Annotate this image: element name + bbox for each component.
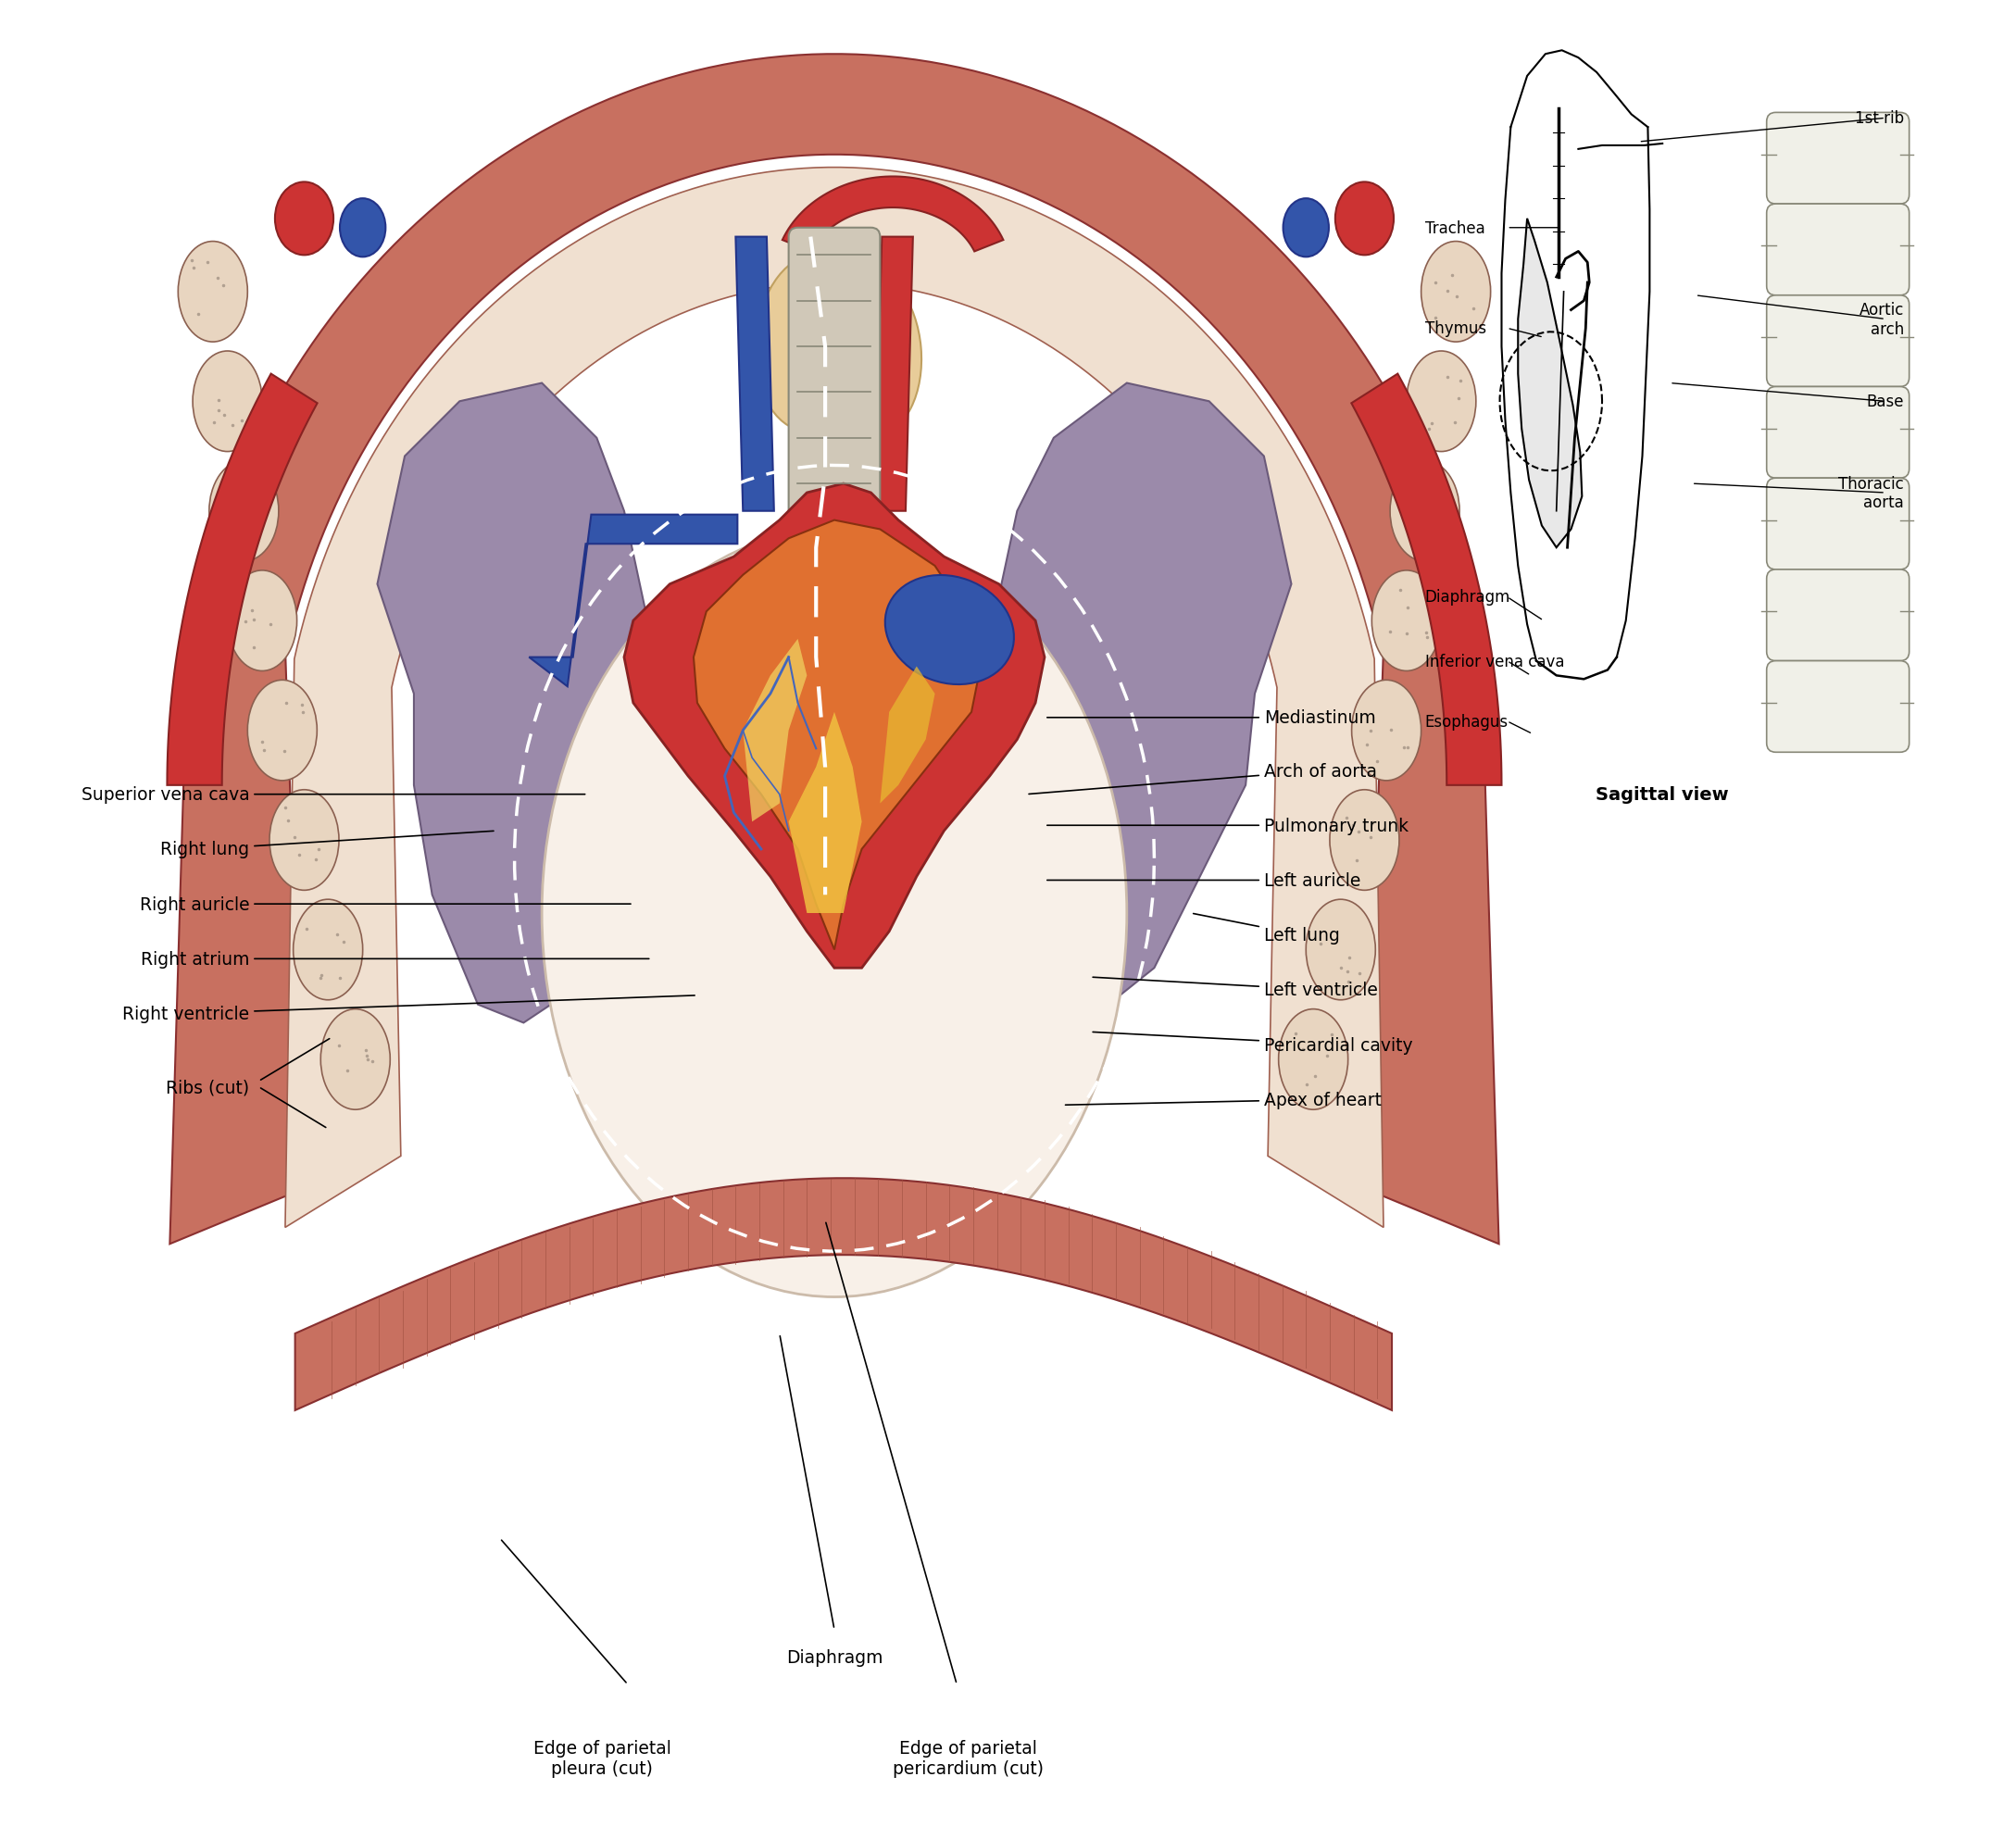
FancyBboxPatch shape — [1766, 661, 1909, 753]
Ellipse shape — [194, 351, 262, 453]
Text: Sagittal view: Sagittal view — [1597, 786, 1730, 804]
Text: Edge of parietal
pericardium (cut): Edge of parietal pericardium (cut) — [893, 1739, 1042, 1778]
Ellipse shape — [1278, 1009, 1349, 1109]
Ellipse shape — [1335, 183, 1393, 256]
Text: Thymus: Thymus — [1425, 320, 1486, 338]
Ellipse shape — [1407, 351, 1476, 453]
Polygon shape — [169, 55, 1498, 1244]
Ellipse shape — [228, 570, 296, 672]
Polygon shape — [972, 384, 1292, 1005]
Text: Right lung: Right lung — [161, 831, 494, 859]
Polygon shape — [625, 484, 1044, 968]
Polygon shape — [881, 667, 935, 804]
Polygon shape — [782, 177, 1004, 252]
Text: Superior vena cava: Superior vena cava — [81, 786, 585, 804]
Text: Thoracic
aorta: Thoracic aorta — [1839, 475, 1903, 512]
Ellipse shape — [274, 183, 333, 256]
FancyBboxPatch shape — [788, 228, 881, 521]
Ellipse shape — [1391, 462, 1460, 563]
FancyBboxPatch shape — [1766, 296, 1909, 387]
Text: Edge of parietal
pleura (cut): Edge of parietal pleura (cut) — [534, 1739, 671, 1778]
Ellipse shape — [1421, 241, 1490, 343]
Text: Left ventricle: Left ventricle — [1093, 977, 1377, 999]
FancyBboxPatch shape — [1766, 387, 1909, 479]
Ellipse shape — [1331, 789, 1399, 890]
Polygon shape — [875, 238, 913, 512]
Text: Pericardial cavity: Pericardial cavity — [1093, 1032, 1413, 1054]
Ellipse shape — [292, 901, 363, 1001]
Ellipse shape — [270, 789, 339, 890]
Ellipse shape — [816, 269, 921, 437]
Polygon shape — [744, 639, 806, 822]
Text: Esophagus: Esophagus — [1425, 713, 1508, 731]
Text: Right auricle: Right auricle — [139, 895, 631, 914]
Polygon shape — [1351, 375, 1502, 786]
Polygon shape — [736, 238, 774, 512]
Ellipse shape — [542, 530, 1127, 1297]
FancyBboxPatch shape — [1766, 113, 1909, 205]
Text: 1st rib: 1st rib — [1855, 110, 1903, 128]
Text: Ribs (cut): Ribs (cut) — [165, 1078, 250, 1096]
Text: Left auricle: Left auricle — [1046, 871, 1361, 890]
Ellipse shape — [1351, 680, 1421, 782]
Text: Base: Base — [1867, 393, 1903, 411]
Ellipse shape — [248, 680, 317, 782]
Ellipse shape — [885, 576, 1014, 685]
Text: Left lung: Left lung — [1193, 914, 1341, 945]
Ellipse shape — [321, 1009, 391, 1109]
Text: Apex of heart: Apex of heart — [1064, 1091, 1381, 1109]
Text: Aortic
arch: Aortic arch — [1859, 301, 1903, 338]
Ellipse shape — [1282, 199, 1329, 258]
Polygon shape — [284, 168, 1383, 1228]
Polygon shape — [1518, 219, 1583, 548]
Polygon shape — [377, 384, 669, 1023]
Polygon shape — [788, 713, 861, 914]
Ellipse shape — [1306, 901, 1375, 1001]
Polygon shape — [528, 515, 738, 687]
Polygon shape — [294, 1178, 1391, 1410]
FancyBboxPatch shape — [1766, 570, 1909, 661]
Polygon shape — [639, 594, 816, 661]
Text: Trachea: Trachea — [1425, 219, 1484, 238]
Text: Mediastinum: Mediastinum — [1046, 709, 1375, 727]
Polygon shape — [694, 521, 980, 950]
Ellipse shape — [756, 256, 869, 431]
Polygon shape — [861, 594, 1030, 661]
Text: Arch of aorta: Arch of aorta — [1028, 762, 1377, 795]
Polygon shape — [841, 484, 877, 630]
Polygon shape — [167, 375, 317, 786]
Text: Diaphragm: Diaphragm — [1425, 588, 1510, 607]
Text: Inferior vena cava: Inferior vena cava — [1425, 652, 1564, 671]
Text: Right ventricle: Right ventricle — [123, 996, 696, 1023]
FancyBboxPatch shape — [1766, 479, 1909, 570]
Ellipse shape — [210, 462, 278, 563]
Text: Right atrium: Right atrium — [141, 950, 649, 968]
FancyBboxPatch shape — [1766, 205, 1909, 296]
Text: Pulmonary trunk: Pulmonary trunk — [1046, 817, 1409, 835]
Ellipse shape — [177, 241, 248, 343]
Ellipse shape — [341, 199, 385, 258]
Ellipse shape — [1371, 570, 1441, 672]
Text: Diaphragm: Diaphragm — [786, 1648, 883, 1666]
